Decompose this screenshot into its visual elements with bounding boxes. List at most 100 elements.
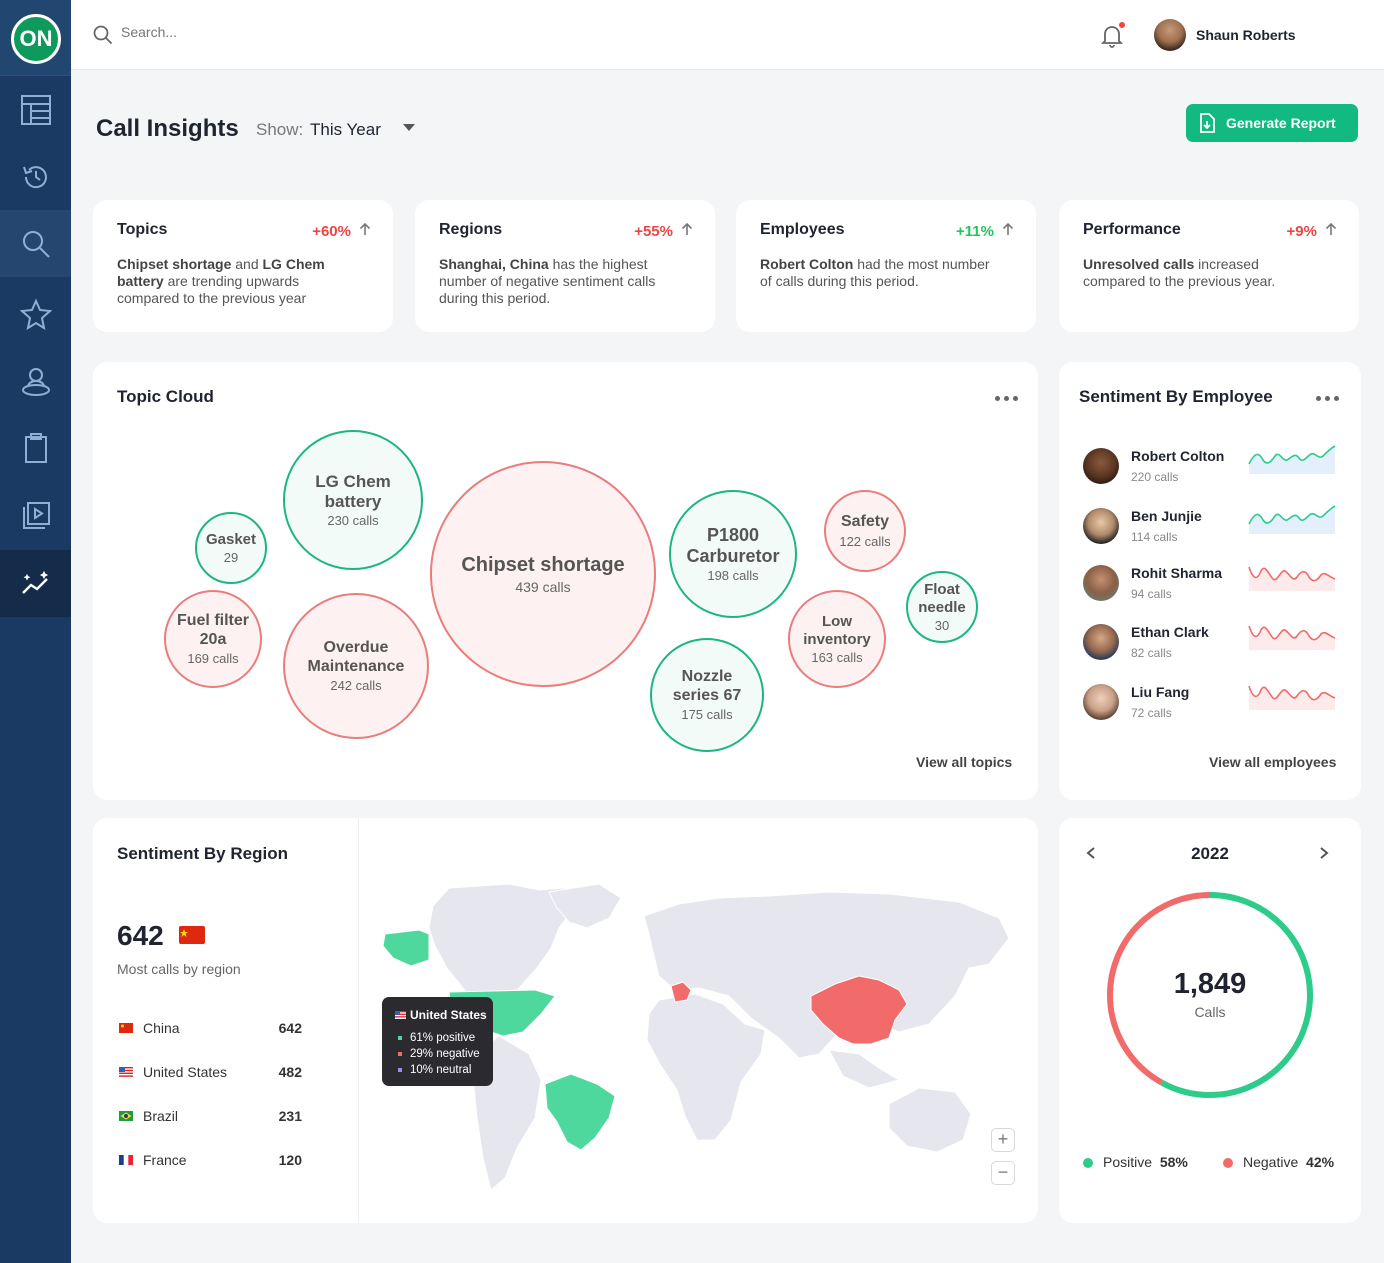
donut-year: 2022 [1191,844,1229,863]
chevron-down-icon[interactable] [403,124,415,131]
nav-history[interactable] [0,143,71,210]
topic-bubble[interactable]: Nozzle series 67 175 calls [650,638,764,752]
region-row[interactable]: Brazil 231 [117,1106,302,1126]
user-name[interactable]: Shaun Roberts [1196,27,1296,43]
employee-row[interactable]: Ben Junjie 114 calls [1059,505,1359,558]
sidebar: ON [0,0,71,1263]
topic-name: P1800 Carburetor [686,524,780,566]
topic-name: Overdue Maintenance [307,639,405,675]
topic-calls: 198 calls [707,568,759,584]
employee-calls: 220 calls [1131,470,1179,484]
arrow-up-icon [681,222,693,235]
employee-row[interactable]: Liu Fang 72 calls [1059,684,1359,734]
user-avatar[interactable] [1154,19,1186,51]
topic-bubble[interactable]: Safety 122 calls [824,490,906,572]
region-row[interactable]: China 642 [117,1018,302,1038]
region-row[interactable]: United States 482 [117,1062,302,1082]
topic-bubble[interactable]: Overdue Maintenance 242 calls [283,593,429,739]
china-flag-icon [179,926,205,944]
notification-dot [1117,20,1127,30]
top-region-label: Most calls by region [117,961,241,977]
france [670,981,692,1003]
view-all-topics-link[interactable]: View all topics [916,754,1013,770]
topic-cloud-title: Topic Cloud [117,387,214,406]
arrow-up-icon [1002,222,1014,235]
topic-bubble[interactable]: Fuel filter 20a 169 calls [164,590,262,688]
topic-calls: 163 calls [811,649,863,665]
topic-bubble[interactable]: LG Chem battery 230 calls [283,430,423,570]
employee-name: Ethan Clark [1131,624,1209,640]
zoom-in-button[interactable]: + [991,1128,1015,1152]
employee-row[interactable]: Rohit Sharma 94 calls [1059,565,1359,615]
topic-bubble[interactable]: Low inventory 163 calls [788,590,886,688]
more-icon[interactable] [1316,396,1339,401]
logo-area: ON [0,0,71,76]
avatar [1083,684,1119,720]
region-value: 482 [278,1064,302,1080]
kpi-title: Performance [1083,221,1181,238]
employee-calls: 94 calls [1131,587,1172,601]
nav-insights[interactable] [0,550,71,617]
china-flag-icon [119,1023,133,1033]
kpi-card-topics[interactable]: Topics +60% Chipset shortage and LG Chem… [93,200,393,332]
avatar [1083,565,1119,601]
greenland [548,883,622,929]
employee-row[interactable]: Robert Colton 220 calls [1059,445,1359,498]
kpi-title: Regions [439,221,503,238]
region-row[interactable]: France 120 [117,1150,302,1170]
kpi-card-employees[interactable]: Employees +11% Robert Colton had the mos… [736,200,1036,332]
employee-row[interactable]: Ethan Clark 82 calls [1059,624,1359,674]
region-name: China [143,1020,180,1036]
layout-icon [20,94,51,125]
tooltip-negative: 29% negative [410,1048,480,1060]
clipboard-icon [24,432,47,463]
kpi-change: +55% [634,223,673,240]
tooltip-neutral: 10% neutral [410,1064,472,1076]
topic-bubble[interactable]: Gasket 29 [195,512,267,584]
arrow-up-icon [359,222,371,235]
show-label: Show: [256,120,304,139]
sparkline [1248,566,1336,591]
tooltip-country: United States [410,1008,487,1022]
more-icon[interactable] [995,396,1018,401]
calls-donut-card: 2022 1,849 Calls Positive 58% Negative 4… [1059,818,1361,1223]
nav-favorites[interactable] [0,280,71,347]
kpi-description: Unresolved calls increased compared to t… [1083,256,1276,289]
sparkline [1248,505,1336,534]
region-name: United States [143,1064,228,1080]
nav-profile[interactable] [0,347,71,414]
region-name: France [143,1152,187,1168]
topic-calls: 30 [934,617,950,633]
nav-layout[interactable] [0,76,71,143]
topic-bubble[interactable]: Float needle 30 [906,571,978,643]
zoom-out-button[interactable]: − [991,1161,1015,1185]
bell-icon[interactable] [1101,24,1123,48]
indonesia [828,1049,901,1089]
donut-unit: Calls [1194,1004,1226,1020]
brazil [544,1073,616,1151]
generate-report-label: Generate Report [1226,115,1336,131]
avatar [1083,624,1119,660]
chevron-right-icon[interactable] [1318,846,1330,860]
kpi-description: Chipset shortage and LG Chem battery are… [117,256,325,306]
on-logo[interactable]: ON [11,14,61,64]
topic-bubble[interactable]: P1800 Carburetor 198 calls [669,490,797,618]
search-input[interactable] [121,24,421,40]
topic-name: Fuel filter 20a [176,612,249,648]
china [810,975,908,1045]
region-value: 231 [278,1108,302,1124]
kpi-card-regions[interactable]: Regions +55% Shanghai, China has the hig… [415,200,715,332]
chevron-left-icon[interactable] [1085,846,1097,860]
nav-search[interactable] [0,210,71,277]
topic-bubble[interactable]: Chipset shortage 439 calls [430,461,656,687]
topic-calls: 169 calls [187,650,239,666]
topic-name: Gasket [205,530,257,548]
period-select[interactable]: This Year [310,120,381,139]
topic-calls: 242 calls [330,677,382,693]
kpi-card-performance[interactable]: Performance +9% Unresolved calls increas… [1059,200,1359,332]
nav-media[interactable] [0,481,71,548]
nav-clipboard[interactable] [0,414,71,481]
kpi-description: Robert Colton had the most number of cal… [760,256,990,289]
view-all-employees-link[interactable]: View all employees [1209,754,1337,770]
generate-report-button[interactable]: Generate Report [1186,104,1358,142]
